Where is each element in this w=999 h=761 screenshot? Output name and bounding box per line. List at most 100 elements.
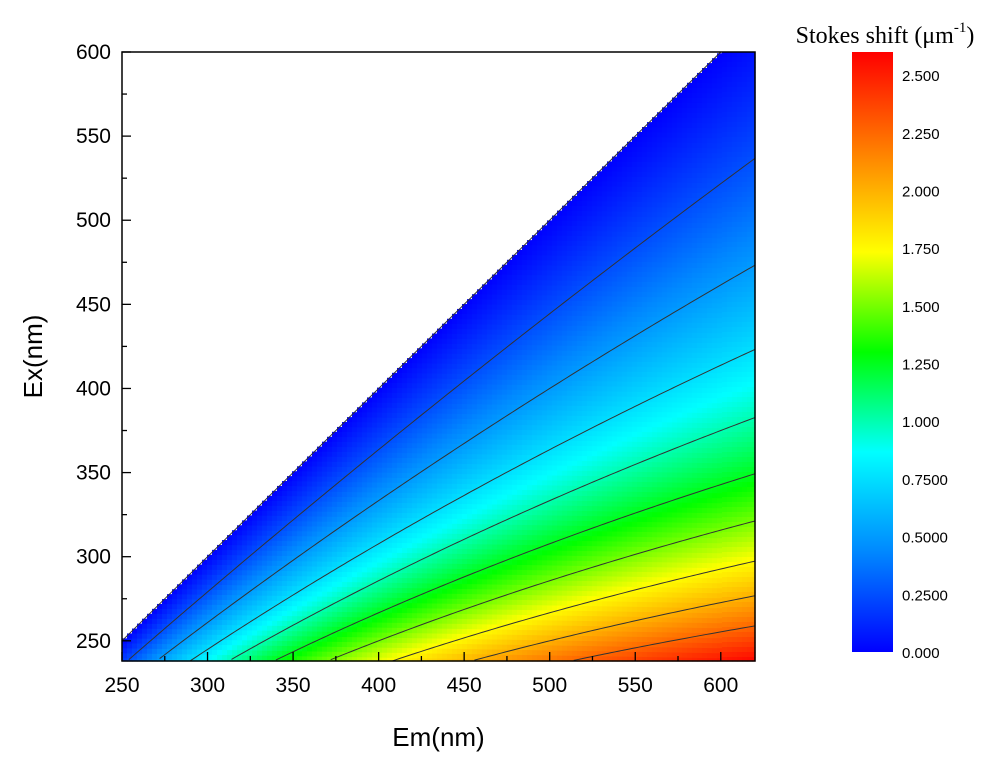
heatmap-cell [417,398,423,404]
heatmap-cell [547,230,553,237]
heatmap-cell [547,350,553,357]
heatmap-cell [517,379,523,386]
heatmap-cell [472,554,478,560]
heatmap-cell [557,570,563,577]
heatmap-cell [372,442,378,449]
heatmap-cell [422,463,428,469]
heatmap-cell [512,299,518,306]
heatmap-cell [567,200,573,207]
heatmap-cell [172,594,178,600]
heatmap-cell [582,506,588,512]
heatmap-cell [252,635,258,642]
heatmap-cell [552,335,558,342]
heatmap-cell [477,514,483,520]
heatmap-cell [552,620,558,627]
heatmap-cell [572,330,578,337]
heatmap-cell [502,594,508,601]
heatmap-cell [587,186,593,192]
heatmap-cell [342,542,348,548]
heatmap-cell [452,368,458,375]
heatmap-cell [377,562,383,569]
heatmap-cell [177,604,183,610]
heatmap-cell [542,330,548,336]
heatmap-cell [492,429,498,436]
heatmap-cell [227,595,233,601]
heatmap-cell [377,567,383,574]
heatmap-cell [467,544,473,550]
heatmap-cell [302,611,308,617]
heatmap-cell [342,642,348,648]
heatmap-cell [527,630,533,636]
heatmap-cell [467,559,473,565]
heatmap-cell [407,528,413,534]
heatmap-cell [197,644,203,651]
heatmap-cell [462,589,468,595]
heatmap-cell [287,606,293,612]
heatmap-cell [367,477,373,484]
heatmap-cell [532,430,538,436]
heatmap-cell [512,399,518,406]
heatmap-cell [477,649,483,655]
heatmap-cell [442,483,448,490]
heatmap-cell [497,289,503,296]
heatmap-cell [562,560,568,567]
heatmap-cell [362,597,368,603]
heatmap-cell [432,478,438,485]
heatmap-cell [562,345,568,352]
heatmap-cell [512,334,518,341]
heatmap-cell [342,447,348,453]
heatmap-cell [567,355,573,362]
heatmap-cell [442,588,448,595]
heatmap-cell [207,594,213,601]
heatmap-cell [447,578,453,585]
heatmap-cell [497,529,503,536]
heatmap-cell [437,523,443,530]
heatmap-cell [277,585,283,592]
heatmap-cell [337,521,343,528]
heatmap-cell [327,461,333,468]
heatmap-cell [547,615,553,622]
heatmap-cell [272,630,278,637]
heatmap-cell [402,613,408,619]
heatmap-cell [552,325,558,332]
heatmap-cell [482,369,488,375]
heatmap-cell [502,609,508,616]
heatmap-cell [427,508,433,515]
heatmap-cell [552,250,558,257]
heatmap-cell [162,614,168,620]
heatmap-cell [472,559,478,565]
heatmap-cell [587,611,593,617]
heatmap-cell [587,656,593,662]
heatmap-cell [407,448,413,454]
heatmap-cell [407,463,413,469]
heatmap-cell [562,440,568,447]
heatmap-cell [557,500,563,507]
heatmap-cell [347,552,353,558]
heatmap-cell [332,491,338,498]
heatmap-cell [212,624,218,631]
heatmap-cell [512,489,518,496]
heatmap-cell [402,593,408,599]
heatmap-cell [247,590,253,597]
heatmap-cell [587,476,593,482]
heatmap-cell [277,550,283,557]
heatmap-cell [222,630,228,636]
heatmap-cell [327,586,333,593]
heatmap-cell [467,434,473,440]
heatmap-cell [497,564,503,571]
heatmap-cell [482,614,488,620]
heatmap-cell [217,544,223,551]
heatmap-cell [387,422,393,429]
heatmap-cell [542,355,548,361]
heatmap-cell [407,408,413,414]
heatmap-cell [442,628,448,635]
heatmap-cell [492,594,498,601]
heatmap-cell [517,419,523,426]
heatmap-cell [297,541,303,547]
heatmap-cell [272,490,278,497]
heatmap-cell [502,279,508,286]
heatmap-cell [592,656,598,662]
heatmap-cell [502,529,508,536]
heatmap-cell [462,404,468,410]
heatmap-cell [562,395,568,402]
